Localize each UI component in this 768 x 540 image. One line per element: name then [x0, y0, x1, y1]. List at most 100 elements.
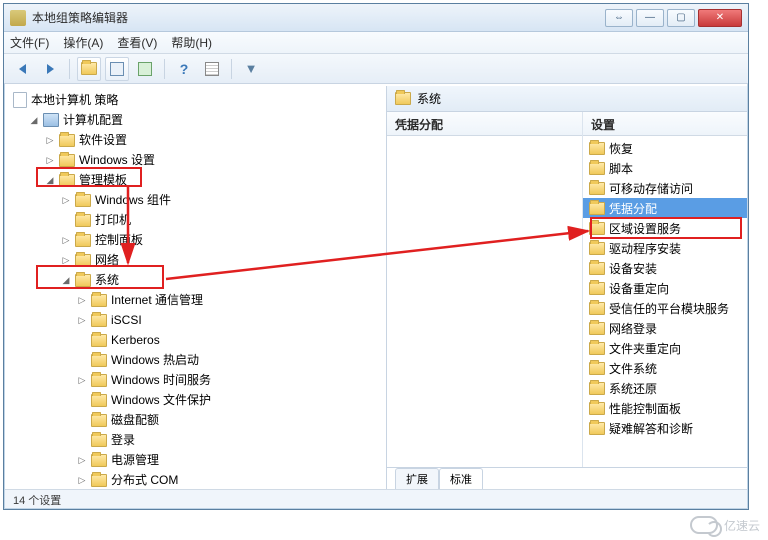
folder-icon — [91, 454, 107, 467]
menu-file[interactable]: 文件(F) — [10, 34, 49, 51]
settings-header[interactable]: 设置 — [583, 112, 747, 136]
tree-item[interactable]: ▷ 分布式 COM — [77, 470, 386, 489]
maximize-button[interactable]: ▢ — [667, 9, 695, 27]
detail-header: 凭据分配 — [387, 112, 582, 136]
setting-item[interactable]: 网络登录 — [583, 318, 747, 338]
folder-icon — [589, 262, 605, 275]
setting-item[interactable]: 文件夹重定向 — [583, 338, 747, 358]
setting-item[interactable]: 恢复 — [583, 138, 747, 158]
toolbar-btn-1[interactable] — [77, 57, 101, 81]
forward-button[interactable] — [38, 57, 62, 81]
tree-item[interactable]: ▷ 网络 — [61, 250, 386, 270]
expand-icon[interactable]: ▷ — [61, 235, 71, 245]
filter-button[interactable]: ▼ — [239, 57, 263, 81]
expand-icon[interactable]: ▷ — [77, 375, 87, 385]
body: 本地计算机 策略 ◢计算机配置 ▷软件设置 ▷Windows 设置 ◢管理模板 … — [5, 86, 747, 489]
tree-label: Windows 设置 — [79, 150, 155, 170]
back-button[interactable] — [10, 57, 34, 81]
tree-label: 磁盘配额 — [111, 410, 159, 430]
blank-icon — [77, 355, 87, 365]
tree-item[interactable]: ▷Internet 通信管理 — [77, 290, 386, 310]
tree-label: Windows 组件 — [95, 190, 171, 210]
tab-extended[interactable]: 扩展 — [395, 468, 439, 489]
menu-action[interactable]: 操作(A) — [63, 34, 103, 51]
collapse-icon[interactable]: ◢ — [29, 115, 39, 125]
tree-root[interactable]: 本地计算机 策略 — [13, 90, 386, 110]
setting-item[interactable]: 性能控制面板 — [583, 398, 747, 418]
tree-item[interactable]: ▷ Windows 组件 — [61, 190, 386, 210]
tree-label: 软件设置 — [79, 130, 127, 150]
tree-item[interactable]: ▷iSCSI — [77, 310, 386, 330]
folder-icon — [589, 222, 605, 235]
tree-item[interactable]: Kerberos — [77, 330, 386, 350]
folder-icon — [589, 342, 605, 355]
toolbar-btn-4[interactable] — [200, 57, 224, 81]
menu-help[interactable]: 帮助(H) — [171, 34, 212, 51]
expand-icon[interactable]: ▷ — [77, 475, 87, 485]
expand-icon[interactable]: ▷ — [45, 155, 55, 165]
tree-item[interactable]: 磁盘配额 — [77, 410, 386, 430]
setting-item[interactable]: 驱动程序安装 — [583, 238, 747, 258]
tree-item[interactable]: Windows 热启动 — [77, 350, 386, 370]
tree-admin-templates[interactable]: ◢管理模板 — [45, 170, 386, 190]
status-bar: 14 个设置 — [5, 489, 747, 508]
tree-label: 计算机配置 — [63, 110, 123, 130]
expand-icon[interactable]: ▷ — [77, 295, 87, 305]
tree-item[interactable]: 打印机 — [61, 210, 386, 230]
menu-view[interactable]: 查看(V) — [117, 34, 157, 51]
setting-item[interactable]: 系统还原 — [583, 378, 747, 398]
tree-label: 系统 — [95, 270, 119, 290]
toolbar-btn-3[interactable] — [133, 57, 157, 81]
collapse-icon[interactable]: ◢ — [45, 175, 55, 185]
setting-label: 系统还原 — [609, 380, 657, 397]
setting-item[interactable]: 设备安装 — [583, 258, 747, 278]
collapse-icon[interactable]: ◢ — [61, 275, 71, 285]
folder-icon — [91, 334, 107, 347]
setting-label: 受信任的平台模块服务 — [609, 300, 729, 317]
folder-icon — [81, 62, 97, 75]
tree-item[interactable]: ▷控制面板 — [61, 230, 386, 250]
blank-icon — [77, 415, 87, 425]
tree-item[interactable]: 登录 — [77, 430, 386, 450]
tree-label: 分布式 COM — [111, 470, 178, 489]
tree-item[interactable]: ▷电源管理 — [77, 450, 386, 470]
tree-system[interactable]: ◢ 系统 — [61, 270, 386, 290]
setting-item[interactable]: 疑难解答和诊断 — [583, 418, 747, 438]
folder-icon — [589, 362, 605, 375]
tree-item[interactable]: ▷Windows 时间服务 — [77, 370, 386, 390]
setting-item[interactable]: 区域设置服务 — [583, 218, 747, 238]
watermark-icon — [690, 516, 718, 534]
setting-item[interactable]: 凭据分配 — [583, 198, 747, 218]
setting-item[interactable]: 脚本 — [583, 158, 747, 178]
toolbar-btn-2[interactable] — [105, 57, 129, 81]
setting-item[interactable]: 文件系统 — [583, 358, 747, 378]
titlebar[interactable]: 本地组策略编辑器 ⇔ — ▢ ✕ — [4, 4, 748, 32]
folder-icon — [75, 214, 91, 227]
close-button[interactable]: ✕ — [698, 9, 742, 27]
filter-icon: ▼ — [245, 61, 258, 76]
tree-label: 网络 — [95, 250, 119, 270]
blank-icon — [77, 335, 87, 345]
setting-item[interactable]: 设备重定向 — [583, 278, 747, 298]
tree-item[interactable]: ▷ 软件设置 — [45, 130, 386, 150]
expand-icon[interactable]: ▷ — [77, 315, 87, 325]
setting-item[interactable]: 可移动存储访问 — [583, 178, 747, 198]
expand-icon[interactable]: ▷ — [45, 135, 55, 145]
tree-label: Kerberos — [111, 330, 160, 350]
setting-item[interactable]: 受信任的平台模块服务 — [583, 298, 747, 318]
tab-standard[interactable]: 标准 — [439, 468, 483, 489]
minimize-button[interactable]: — — [636, 9, 664, 27]
settings-list[interactable]: 恢复脚本可移动存储访问凭据分配区域设置服务驱动程序安装设备安装设备重定向受信任的… — [583, 136, 747, 467]
tree-pane[interactable]: 本地计算机 策略 ◢计算机配置 ▷软件设置 ▷Windows 设置 ◢管理模板 … — [5, 86, 387, 489]
expand-button[interactable]: ⇔ — [605, 9, 633, 27]
tree-item[interactable]: Windows 文件保护 — [77, 390, 386, 410]
toolbar: ? ▼ — [4, 54, 748, 84]
tree-item[interactable]: ▷ Windows 设置 — [45, 150, 386, 170]
detail-column: 凭据分配 — [387, 112, 583, 467]
help-button[interactable]: ? — [172, 57, 196, 81]
expand-icon[interactable]: ▷ — [61, 195, 71, 205]
tree-computer-config[interactable]: ◢ 计算机配置 — [29, 110, 386, 130]
setting-label: 文件夹重定向 — [609, 340, 681, 357]
expand-icon[interactable]: ▷ — [77, 455, 87, 465]
expand-icon[interactable]: ▷ — [61, 255, 71, 265]
